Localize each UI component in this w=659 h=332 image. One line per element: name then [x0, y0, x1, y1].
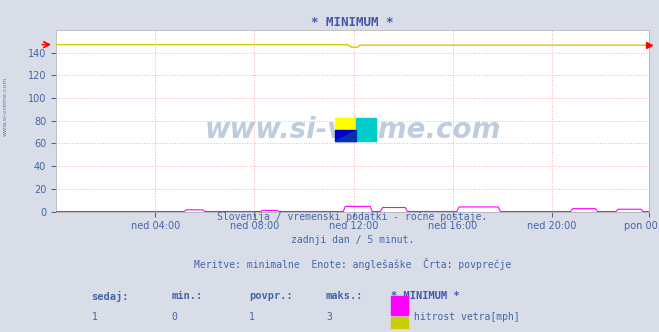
Text: www.si-vreme.com: www.si-vreme.com	[3, 76, 8, 136]
Bar	[356, 130, 376, 141]
Text: povpr.:: povpr.:	[249, 291, 293, 301]
Text: Meritve: minimalne  Enote: anglešaške  Črta: povprečje: Meritve: minimalne Enote: anglešaške Črt…	[194, 258, 511, 270]
Text: www.si-vreme.com: www.si-vreme.com	[204, 116, 501, 144]
Bar	[335, 119, 356, 130]
Text: * MINIMUM *: * MINIMUM *	[391, 291, 460, 301]
Text: zadnji dan / 5 minut.: zadnji dan / 5 minut.	[291, 235, 415, 245]
Text: min.:: min.:	[172, 291, 203, 301]
Text: sedaj:: sedaj:	[92, 291, 129, 302]
Bar	[356, 119, 376, 130]
Text: hitrost vetra[mph]: hitrost vetra[mph]	[414, 312, 519, 322]
Text: 1: 1	[92, 312, 98, 322]
Text: 1: 1	[249, 312, 254, 322]
Polygon shape	[335, 130, 356, 141]
Text: Slovenija / vremenski podatki - ročne postaje.: Slovenija / vremenski podatki - ročne po…	[217, 211, 488, 222]
Bar	[335, 130, 356, 141]
Text: 3: 3	[326, 312, 331, 322]
FancyBboxPatch shape	[391, 296, 408, 315]
FancyBboxPatch shape	[391, 317, 408, 332]
Text: 0: 0	[172, 312, 177, 322]
Title: * MINIMUM *: * MINIMUM *	[311, 16, 394, 29]
Text: maks.:: maks.:	[326, 291, 363, 301]
